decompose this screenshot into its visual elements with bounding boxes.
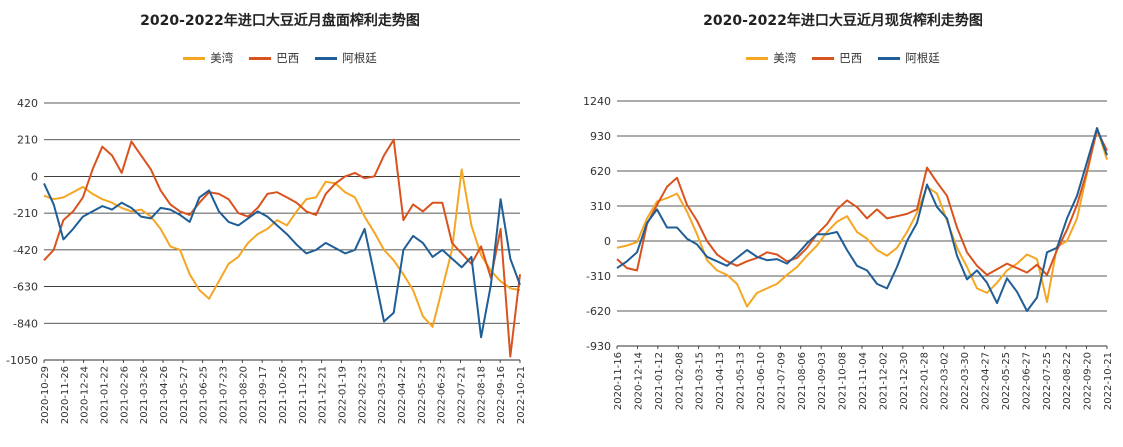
x-tick-label: 2021-04-13 bbox=[715, 352, 726, 410]
series-line-argentina bbox=[616, 127, 1108, 312]
panel-divider bbox=[560, 0, 563, 447]
y-tick-label: -930 bbox=[586, 340, 611, 353]
legend-swatch bbox=[315, 56, 338, 60]
y-tick-label: -310 bbox=[586, 270, 611, 283]
x-tick-label: 2021-12-21 bbox=[318, 366, 329, 424]
series-line-brazil bbox=[43, 138, 521, 358]
legend-item-argentina: 阿根廷 bbox=[878, 50, 940, 66]
series-line-us_gulf bbox=[616, 127, 1108, 308]
x-tick-label: 2022-01-28 bbox=[919, 352, 930, 410]
y-tick-label: -1050 bbox=[6, 354, 38, 367]
x-tick-label: 2021-10-08 bbox=[838, 352, 849, 410]
x-tick-label: 2022-01-19 bbox=[338, 366, 349, 424]
x-tick-label: 2022-07-25 bbox=[1042, 352, 1053, 410]
x-tick-label: 2022-03-23 bbox=[377, 366, 388, 424]
legend-label: 阿根廷 bbox=[342, 51, 377, 65]
x-tick-label: 2022-03-02 bbox=[940, 352, 951, 410]
x-tick-label: 2021-11-23 bbox=[298, 366, 309, 424]
series-line-argentina bbox=[43, 182, 521, 339]
series-line-brazil bbox=[616, 129, 1108, 276]
x-tick-label: 2021-09-03 bbox=[817, 352, 828, 410]
y-tick-label: 930 bbox=[590, 130, 611, 143]
legend-label: 巴西 bbox=[839, 51, 863, 65]
x-tick-label: 2021-07-09 bbox=[776, 352, 787, 410]
x-tick-label: 2021-04-26 bbox=[159, 366, 170, 424]
chart-panel-left: 2020-2022年进口大豆近月盘面榨利走势图 美湾 巴西 阿根廷 420 210… bbox=[0, 0, 560, 447]
x-tick-label: 2022-05-25 bbox=[1001, 352, 1012, 410]
legend-swatch bbox=[812, 56, 835, 60]
legend-item-us-gulf: 美湾 bbox=[183, 50, 233, 66]
x-tick-label: 2021-03-26 bbox=[139, 366, 150, 424]
legend-label: 阿根廷 bbox=[905, 51, 940, 65]
chart-title: 2020-2022年进口大豆近月现货榨利走势图 bbox=[703, 13, 983, 29]
y-tick-label: 620 bbox=[590, 165, 611, 178]
x-tick-label: 2020-10-29 bbox=[40, 366, 51, 424]
x-tick-label: 2020-12-24 bbox=[80, 366, 91, 424]
x-tick-label: 2022-03-30 bbox=[960, 352, 971, 410]
legend-item-us-gulf: 美湾 bbox=[746, 50, 796, 66]
x-tick-label: 2020-11-16 bbox=[613, 352, 624, 410]
x-tick-label: 2021-02-08 bbox=[674, 352, 685, 410]
legend-swatch bbox=[183, 56, 206, 60]
x-tick-label: 2021-06-25 bbox=[199, 366, 210, 424]
x-tick-label: 2020-11-26 bbox=[60, 366, 71, 424]
x-tick-label: 2022-06-27 bbox=[1021, 352, 1032, 410]
y-tick-label: 420 bbox=[17, 97, 38, 110]
legend-item-argentina: 阿根廷 bbox=[315, 50, 377, 66]
y-tick-label: -840 bbox=[13, 317, 38, 330]
x-tick-label: 2022-09-20 bbox=[1083, 352, 1094, 410]
x-tick-label: 2022-04-22 bbox=[397, 366, 408, 424]
legend-swatch bbox=[878, 56, 901, 60]
x-tick-label: 2021-05-27 bbox=[179, 366, 190, 424]
x-tick-label: 2021-02-26 bbox=[119, 366, 130, 424]
x-tick-label: 2021-08-06 bbox=[797, 352, 808, 410]
y-tick-label: 210 bbox=[17, 134, 38, 147]
chart-legend: 美湾 巴西 阿根廷 bbox=[563, 50, 1123, 66]
x-tick-label: 2022-09-16 bbox=[496, 366, 507, 424]
legend-item-brazil: 巴西 bbox=[812, 50, 862, 66]
x-tick-label: 2021-09-17 bbox=[258, 366, 269, 424]
x-tick-label: 2021-05-13 bbox=[736, 352, 747, 410]
y-tick-label: -620 bbox=[586, 305, 611, 318]
x-tick-label: 2021-12-30 bbox=[899, 352, 910, 410]
series-line-us_gulf bbox=[43, 168, 521, 328]
y-tick-label: 0 bbox=[31, 170, 38, 183]
y-tick-label: -420 bbox=[13, 244, 38, 257]
x-tick-label: 2022-02-23 bbox=[357, 366, 368, 424]
x-tick-label: 2021-01-12 bbox=[654, 352, 665, 410]
legend-label: 美湾 bbox=[210, 51, 234, 65]
x-tick-label: 2021-03-15 bbox=[695, 352, 706, 410]
x-tick-label: 2021-06-10 bbox=[756, 352, 767, 410]
y-tick-label: 0 bbox=[604, 235, 611, 248]
x-tick-label: 2022-08-18 bbox=[476, 366, 487, 424]
y-tick-label: -210 bbox=[13, 207, 38, 220]
y-tick-label: 1240 bbox=[583, 95, 611, 108]
x-tick-label: 2022-08-22 bbox=[1062, 352, 1073, 410]
x-tick-label: 2021-11-04 bbox=[858, 352, 869, 410]
x-tick-label: 2021-10-26 bbox=[278, 366, 289, 424]
x-tick-label: 2022-10-21 bbox=[516, 366, 527, 424]
x-tick-label: 2021-12-02 bbox=[878, 352, 889, 410]
x-tick-label: 2021-08-20 bbox=[238, 366, 249, 424]
x-tick-label: 2022-04-27 bbox=[981, 352, 992, 410]
x-tick-label: 2022-05-23 bbox=[417, 366, 428, 424]
x-tick-label: 2022-06-23 bbox=[437, 366, 448, 424]
x-tick-label: 2021-07-23 bbox=[219, 366, 230, 424]
chart-title: 2020-2022年进口大豆近月盘面榨利走势图 bbox=[140, 13, 420, 29]
legend-label: 巴西 bbox=[276, 51, 300, 65]
x-tick-label: 2022-10-21 bbox=[1103, 352, 1114, 410]
legend-item-brazil: 巴西 bbox=[249, 50, 299, 66]
chart-legend: 美湾 巴西 阿根廷 bbox=[0, 50, 560, 66]
chart-panel-right: 2020-2022年进口大豆近月现货榨利走势图 美湾 巴西 阿根廷 1240 93… bbox=[563, 0, 1123, 447]
y-tick-label: -630 bbox=[13, 281, 38, 294]
legend-swatch bbox=[746, 56, 769, 60]
x-tick-label: 2022-07-21 bbox=[457, 366, 468, 424]
y-tick-label: 310 bbox=[590, 200, 611, 213]
legend-swatch bbox=[249, 56, 272, 60]
legend-label: 美湾 bbox=[773, 51, 797, 65]
x-tick-label: 2020-12-14 bbox=[633, 352, 644, 410]
x-tick-label: 2021-01-22 bbox=[100, 366, 111, 424]
